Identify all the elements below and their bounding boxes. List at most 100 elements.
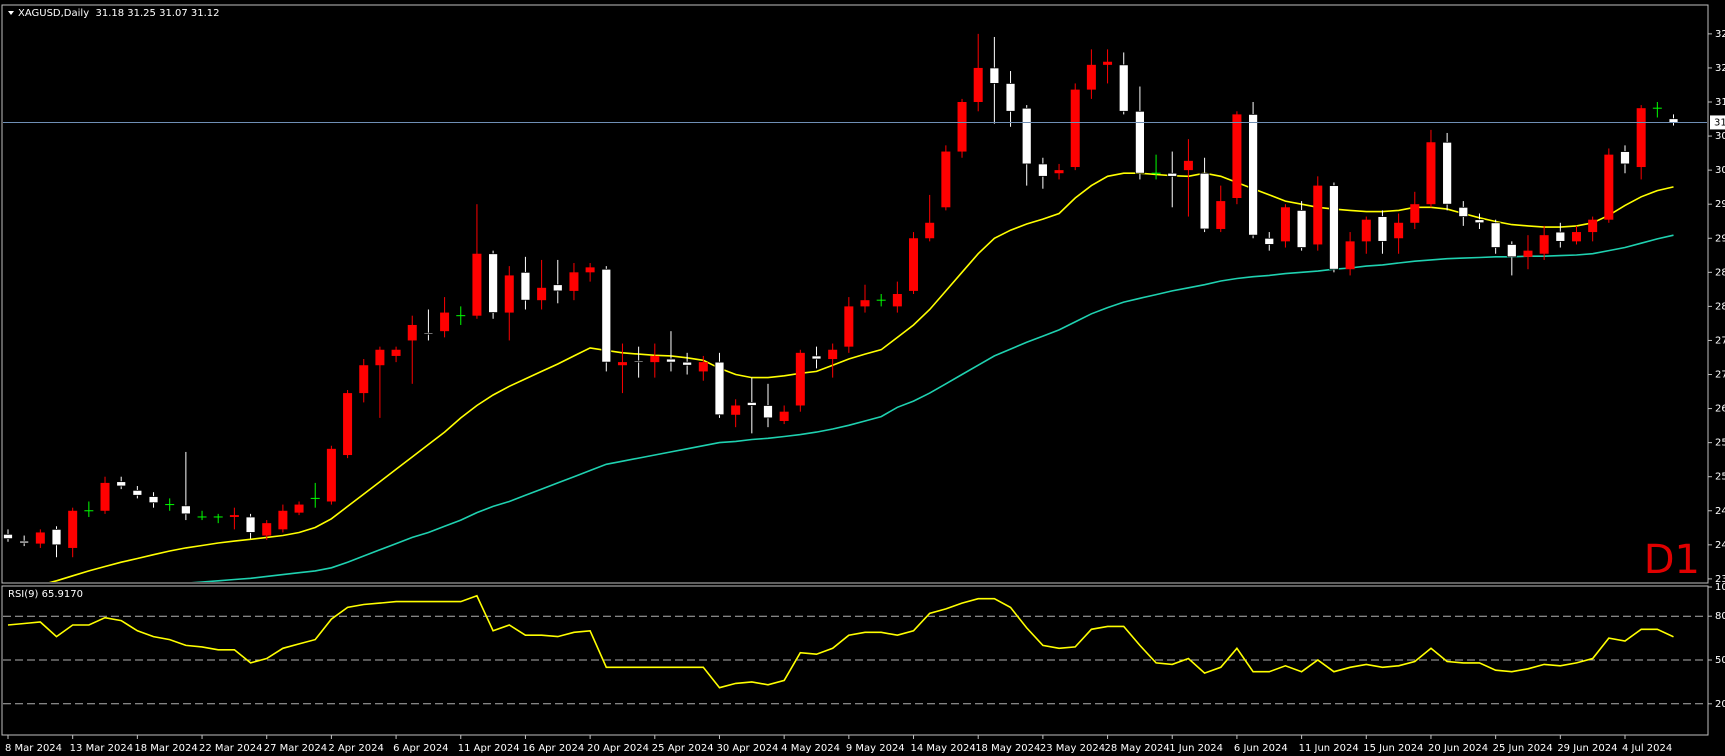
y-tick-label: 32.55 — [1715, 29, 1725, 40]
candle-body — [1167, 172, 1178, 177]
candle-body — [1054, 170, 1064, 174]
x-tick-label: 18 Mar 2024 — [134, 743, 197, 754]
candle-body — [1280, 207, 1290, 242]
candle-body — [1377, 216, 1388, 242]
x-tick-label: 14 May 2024 — [911, 743, 976, 754]
candle-body — [35, 532, 45, 544]
y-tick-label: 30.90 — [1715, 131, 1725, 142]
candle-body — [1458, 206, 1469, 217]
rsi-title: RSI(9) 65.9170 — [8, 589, 83, 600]
x-tick-label: 28 May 2024 — [1105, 743, 1170, 754]
candle-body — [440, 312, 450, 332]
candle-body — [941, 151, 951, 208]
candle-body — [552, 284, 563, 292]
rsi-plot — [3, 594, 1707, 705]
candle-body — [132, 489, 143, 496]
x-tick-label: 16 Apr 2024 — [522, 743, 584, 754]
y-tick-label: 28.70 — [1715, 267, 1725, 278]
y-tick-label: 23.75 — [1715, 574, 1725, 585]
candle-body — [892, 294, 902, 307]
candle-body — [1636, 108, 1646, 168]
candle-body — [698, 362, 708, 372]
candle-body — [294, 504, 304, 513]
x-tick-label: 27 Mar 2024 — [264, 743, 327, 754]
candle-body — [148, 496, 159, 504]
x-tick-label: 25 Jun 2024 — [1493, 743, 1553, 754]
x-tick-label: 6 Jun 2024 — [1234, 743, 1288, 754]
candle-body — [1539, 235, 1549, 254]
candle-body — [1232, 114, 1242, 198]
candle-body — [957, 102, 967, 152]
candle-body — [731, 405, 741, 415]
candle-body — [520, 271, 531, 301]
timeframe-watermark: D1 — [1644, 537, 1700, 583]
y-tick-label: 32.00 — [1715, 63, 1725, 74]
moving-average — [191, 234, 1674, 582]
candle-body — [391, 349, 401, 356]
candle-body — [811, 355, 822, 360]
candle-body — [828, 349, 838, 360]
x-tick-label: 18 May 2024 — [975, 743, 1040, 754]
y-tick-label: 100 — [1715, 582, 1725, 593]
y-tick-label: 24.85 — [1715, 506, 1725, 517]
y-tick-label: 25.95 — [1715, 438, 1725, 449]
candle-body — [1216, 201, 1226, 229]
x-tick-label: 11 Jun 2024 — [1299, 743, 1359, 754]
y-tick-label: 25.4 — [1715, 472, 1725, 483]
candle-body — [537, 287, 547, 301]
price-panel — [1, 4, 1709, 584]
candle-body — [1426, 142, 1436, 205]
candle-body — [989, 67, 1000, 84]
candle-body — [569, 272, 579, 291]
x-tick-label: 29 Jun 2024 — [1557, 743, 1617, 754]
candle-body — [1005, 83, 1016, 112]
candle-body — [1103, 61, 1113, 65]
candle-body — [375, 349, 385, 366]
candle-body — [51, 528, 62, 546]
candle-body — [1183, 160, 1193, 171]
x-tick-label: 9 May 2024 — [846, 743, 905, 754]
x-tick-label: 6 Apr 2024 — [393, 743, 448, 754]
price-plot — [3, 33, 1707, 582]
candle-body — [359, 365, 369, 394]
candle-body — [1555, 231, 1566, 242]
candle-body — [1199, 172, 1210, 230]
candle-body — [617, 362, 627, 366]
candle-body — [1506, 244, 1517, 258]
candle-body — [229, 515, 239, 517]
candle-body — [795, 352, 805, 406]
chart-title: XAGUSD,Daily 31.18 31.25 31.07 31.12 — [18, 8, 220, 19]
y-tick-label: 31.45 — [1715, 97, 1725, 108]
candle-body — [180, 505, 191, 515]
y-tick-label: 80 — [1715, 611, 1725, 622]
candle-body — [909, 238, 919, 291]
candle-body — [488, 253, 499, 313]
candle-body — [1571, 232, 1581, 242]
y-tick-label: 29.25 — [1715, 233, 1725, 244]
y-tick-label: 20 — [1715, 699, 1725, 710]
x-tick-label: 4 May 2024 — [781, 743, 840, 754]
candle-body — [1086, 64, 1096, 90]
candle-body — [3, 533, 13, 540]
candle-body — [1442, 141, 1453, 205]
candle-body — [1037, 163, 1048, 177]
x-tick-label: 8 Mar 2024 — [5, 743, 62, 754]
candle-body — [1490, 222, 1501, 248]
current-price-box — [1710, 115, 1725, 130]
current-price-label: 31.12 — [1714, 117, 1725, 128]
candle-body — [1604, 154, 1614, 220]
candle-body — [1620, 151, 1630, 165]
y-tick-label: 27.60 — [1715, 335, 1725, 346]
x-tick-label: 20 Jun 2024 — [1428, 743, 1488, 754]
candle-body — [1264, 237, 1275, 245]
candle-body — [1361, 219, 1371, 242]
candle-body — [343, 393, 353, 456]
x-tick-label: 20 Apr 2024 — [587, 743, 649, 754]
candle-body — [844, 306, 854, 347]
axes: 23.75 24.30 24.85 25.4 25.95 26.50 27.05 27.60 2… — [5, 29, 1725, 754]
candle-body — [68, 510, 78, 548]
candle-body — [1118, 64, 1129, 112]
candle-body — [407, 324, 417, 341]
candle-body — [1296, 209, 1307, 248]
candle-body — [650, 355, 660, 363]
